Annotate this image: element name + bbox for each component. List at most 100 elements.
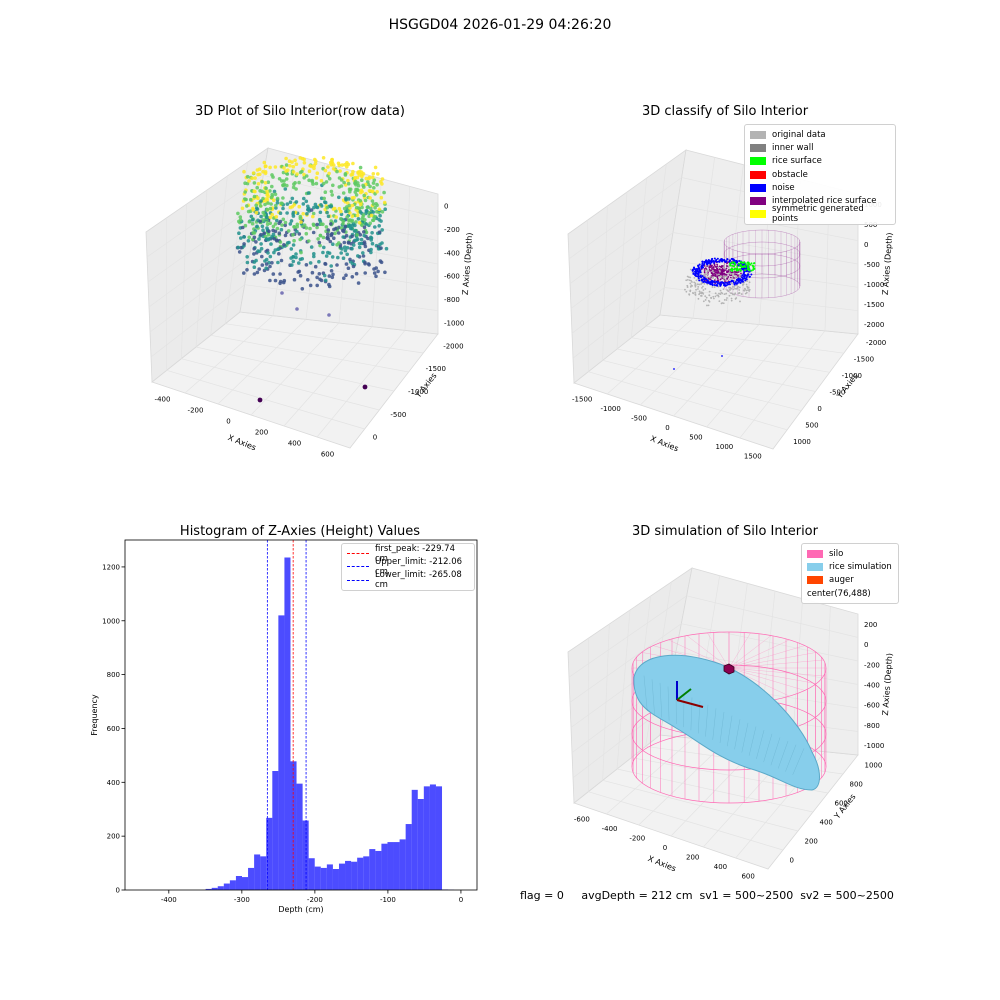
y-tick-label: -1500 [854, 356, 874, 364]
original-data-point [725, 292, 728, 295]
raw-data-point [276, 260, 280, 265]
noise-point [705, 281, 708, 284]
raw-data-point [372, 178, 377, 182]
raw-data-point [262, 160, 267, 165]
raw-data-point [266, 180, 271, 184]
y-tick-label: -500 [830, 389, 846, 397]
x-tick-label: 0 [226, 418, 230, 426]
raw-data-point [251, 171, 256, 175]
raw-data-point [301, 212, 306, 216]
raw-data-point [252, 189, 256, 193]
grid-line [146, 175, 264, 258]
original-data-point [745, 283, 748, 286]
raw-data-point [297, 180, 301, 185]
original-data-point [700, 295, 703, 297]
raw-data-point [252, 194, 257, 199]
rice-mesh-line [734, 719, 741, 750]
raw-data-point [342, 180, 346, 185]
raw-data-point [304, 174, 309, 178]
raw-data-point [354, 238, 359, 242]
raw-data-point [280, 179, 284, 183]
raw-data-point [360, 205, 364, 210]
original-data-point [728, 294, 731, 297]
noise-point [706, 279, 709, 282]
histogram-bar [429, 784, 436, 890]
raw-data-point [237, 250, 242, 254]
original-data-point [708, 294, 711, 297]
rice-surface-point [734, 263, 737, 266]
rice-simulation-surface [633, 654, 820, 791]
raw-data-point [359, 237, 364, 242]
raw-data-point [291, 243, 296, 247]
noise-point [702, 266, 705, 269]
raw-data-point [384, 246, 389, 251]
raw-data-point [285, 183, 289, 188]
raw-data-point [269, 242, 273, 246]
raw-data-point [318, 233, 323, 238]
raw-data-point [247, 220, 252, 224]
original-data-point [743, 289, 746, 292]
raw-data-point [342, 276, 346, 281]
noise-point [734, 280, 737, 283]
raw-data-point [354, 205, 359, 210]
noise-point [711, 284, 714, 287]
raw-data-point [365, 209, 369, 213]
original-data-point [734, 298, 737, 300]
raw-panel-title: 3D Plot of Silo Interior(row data) [195, 104, 405, 119]
noise-point [708, 281, 711, 284]
raw-data-point [250, 221, 255, 226]
z-axis-label: Z Axies (Depth) [881, 232, 894, 295]
legend-swatch [750, 170, 766, 179]
noise-point [741, 277, 744, 280]
legend-label: inner wall [772, 142, 814, 153]
noise-point [694, 270, 697, 273]
interpolated-point [725, 267, 728, 270]
raw-data-point [346, 266, 351, 271]
original-data-point [700, 292, 703, 295]
raw-data-point [337, 206, 342, 211]
original-data-point [730, 287, 733, 290]
original-data-point [707, 304, 710, 307]
original-data-point [712, 295, 715, 298]
raw-data-point [298, 214, 303, 219]
rice-surface-point [749, 263, 752, 266]
rice-mesh-line [690, 697, 693, 731]
original-data-point [693, 281, 696, 284]
original-data-point [730, 299, 733, 302]
raw-data-point [317, 240, 322, 245]
raw-data-point [315, 171, 320, 175]
raw-data-point [350, 234, 354, 239]
raw-data-point [369, 206, 373, 211]
raw-data-point [269, 195, 274, 200]
raw-data-point [277, 252, 281, 256]
original-data-point [702, 300, 705, 303]
raw-data-point [371, 218, 375, 223]
raw-data-point [252, 265, 257, 270]
raw-data-point [290, 205, 295, 209]
raw-data-point [337, 195, 341, 200]
raw-data-point [266, 201, 270, 205]
z-tick-label: -600 [864, 702, 880, 710]
x-tick-label: -1500 [572, 396, 592, 404]
raw-data-point [280, 223, 284, 227]
raw-data-point [260, 224, 265, 229]
interpolated-point [716, 276, 719, 279]
raw-data-point [354, 271, 359, 276]
noise-point [700, 276, 703, 279]
original-data-point [696, 283, 699, 286]
raw-data-point [358, 190, 363, 195]
raw-data-point [350, 214, 355, 218]
raw-data-point [319, 178, 324, 183]
histogram-bar [205, 888, 212, 890]
center-x-axis [676, 699, 704, 708]
interpolated-point [719, 278, 722, 281]
raw-data-point [261, 169, 265, 174]
raw-data-point [333, 206, 337, 211]
raw-data-point [298, 273, 303, 278]
raw-data-point [284, 169, 288, 173]
y-tick-label: 500 [805, 421, 818, 429]
legend-swatch [807, 549, 823, 558]
original-data-point [694, 285, 697, 288]
raw-data-point [339, 251, 344, 255]
noise-point [715, 280, 718, 283]
